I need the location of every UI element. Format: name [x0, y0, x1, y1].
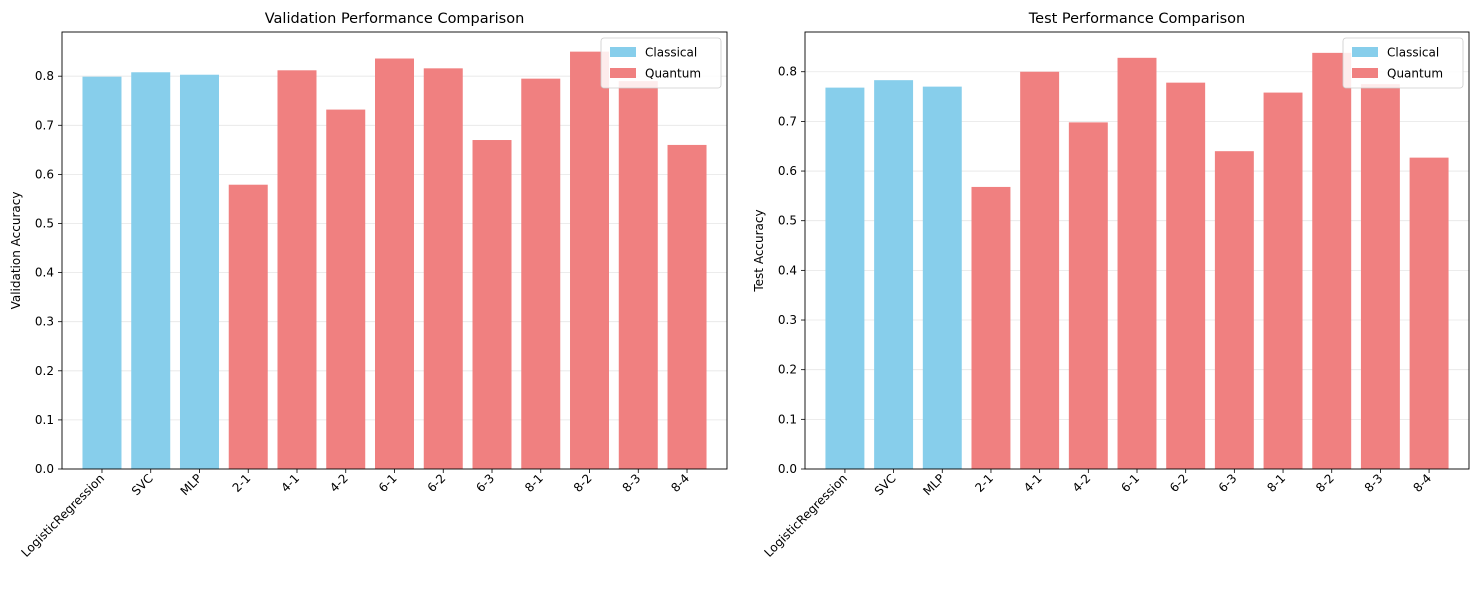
bar-mlp — [179, 74, 219, 469]
axes-frame — [804, 31, 1470, 470]
y-axis-label: Validation Accuracy — [9, 192, 23, 310]
x-tick-label: 8-1 — [522, 471, 546, 495]
y-tick-label: 0.7 — [778, 114, 797, 128]
y-tick-label: 0.8 — [778, 65, 797, 79]
bar-8-4 — [1409, 157, 1449, 469]
y-tick-label: 0.6 — [778, 164, 797, 178]
y-tick-label: 0.1 — [35, 413, 54, 427]
bar-8-4 — [667, 144, 707, 469]
x-tick-label: 8-3 — [1362, 471, 1386, 495]
legend-swatch-classical — [610, 47, 636, 57]
y-tick-label: 0.3 — [35, 315, 54, 329]
x-tick-label: 6-1 — [376, 471, 400, 495]
bar-6-2 — [423, 68, 463, 469]
x-tick-label: 2-1 — [230, 471, 254, 495]
legend-swatch-quantum — [1352, 68, 1378, 78]
x-tick-label: 6-2 — [425, 471, 449, 495]
legend-label-quantum: Quantum — [645, 67, 701, 81]
y-axis-label: Test Accuracy — [752, 209, 766, 292]
y-tick-label: 0.1 — [778, 412, 797, 426]
bar-4-1 — [1020, 71, 1060, 470]
x-tick-label: SVC — [129, 471, 156, 498]
x-tick-label: LogisticRegression — [19, 471, 108, 560]
legend-swatch-classical — [1352, 47, 1378, 57]
y-tick-label: 0.3 — [778, 313, 797, 327]
x-tick-label: 2-1 — [972, 471, 996, 495]
legend-swatch-quantum — [610, 68, 636, 78]
legend: Classical Quantum — [1342, 37, 1464, 89]
x-tick-label: 6-1 — [1118, 471, 1142, 495]
legend-label-classical: Classical — [645, 46, 697, 60]
bar-2-1 — [228, 184, 268, 469]
x-tick-label: 6-3 — [473, 471, 497, 495]
bar-6-1 — [1117, 57, 1157, 470]
x-tick-label: 8-2 — [571, 471, 595, 495]
x-tick-label: 6-3 — [1216, 471, 1240, 495]
x-tick-label: 4-2 — [1070, 471, 1094, 495]
bar-8-2 — [570, 51, 610, 470]
bar-8-1 — [521, 78, 561, 470]
legend: Classical Quantum — [600, 37, 722, 89]
x-tick-label: 8-3 — [620, 471, 644, 495]
bar-6-3 — [472, 140, 512, 470]
x-tick-label: MLP — [920, 471, 947, 498]
x-tick-label: MLP — [178, 471, 205, 498]
y-tick-label: 0.4 — [35, 266, 54, 280]
y-tick-label: 0.2 — [35, 364, 54, 378]
bar-logisticregression — [82, 76, 122, 470]
bar-svc — [131, 72, 171, 469]
bar-mlp — [922, 86, 962, 469]
bar-6-2 — [1166, 82, 1206, 469]
axes-frame — [61, 31, 728, 470]
x-tick-label: 4-2 — [327, 471, 351, 495]
y-tick-label: 0.4 — [778, 263, 797, 277]
chart-validation: 0.0 0.1 0.2 0.3 0.4 0.5 0.6 0.7 0.8 LogisticRegre… — [9, 11, 728, 560]
y-tick-label: 0.7 — [35, 118, 54, 132]
bar-2-1 — [971, 186, 1011, 469]
x-tick-label: 8-2 — [1313, 471, 1337, 495]
bar-8-1 — [1263, 92, 1303, 469]
bar-4-1 — [277, 70, 317, 469]
y-tick-label: 0.0 — [35, 462, 54, 476]
x-tick-label: 4-1 — [1021, 471, 1045, 495]
bar-svc — [874, 80, 914, 470]
bar-8-2 — [1312, 52, 1352, 470]
x-tick-label: 8-1 — [1264, 471, 1288, 495]
chart-title: Validation Performance Comparison — [265, 11, 525, 27]
x-tick-label: SVC — [872, 471, 899, 498]
bar-4-2 — [1068, 122, 1108, 469]
bar-6-1 — [374, 58, 415, 469]
y-tick-label: 0.5 — [35, 216, 54, 230]
bar-4-2 — [326, 109, 366, 469]
x-tick-label: 8-4 — [1410, 471, 1434, 495]
x-tick-label: LogisticRegression — [761, 471, 850, 560]
legend-label-quantum: Quantum — [1387, 67, 1443, 81]
bar-6-3 — [1214, 151, 1254, 469]
y-tick-label: 0.0 — [778, 462, 797, 476]
x-tick-label: 4-1 — [278, 471, 302, 495]
y-tick-label: 0.6 — [35, 167, 54, 181]
x-tick-label: 8-4 — [668, 471, 692, 495]
chart-test: 0.0 0.1 0.2 0.3 0.4 0.5 0.6 0.7 0.8 LogisticRegre… — [752, 11, 1470, 560]
chart-title: Test Performance Comparison — [1028, 11, 1245, 27]
y-tick-label: 0.5 — [778, 214, 797, 228]
y-tick-label: 0.8 — [35, 69, 54, 83]
bar-8-3 — [1360, 84, 1400, 470]
y-tick-label: 0.2 — [778, 363, 797, 377]
x-tick-label: 6-2 — [1167, 471, 1191, 495]
bar-8-3 — [618, 81, 658, 469]
legend-label-classical: Classical — [1387, 46, 1439, 60]
bar-logisticregression — [825, 87, 865, 470]
